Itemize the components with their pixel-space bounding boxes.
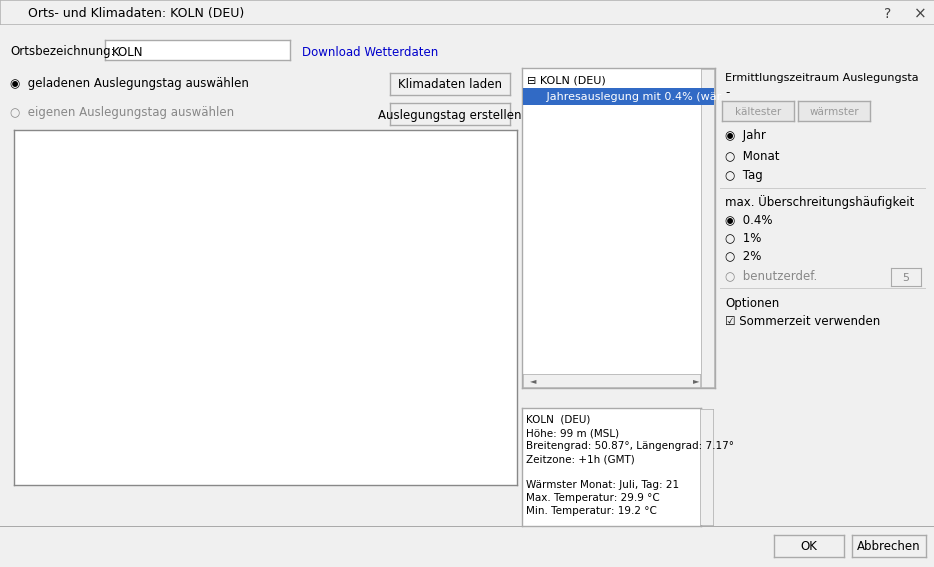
Y-axis label: Temperatur in °C: Temperatur in °C (27, 226, 40, 327)
Text: Ermittlungszeitraum Auslegungsta: Ermittlungszeitraum Auslegungsta (725, 73, 919, 83)
Text: ◉  geladenen Auslegungstag auswählen: ◉ geladenen Auslegungstag auswählen (10, 77, 248, 90)
Text: 5: 5 (902, 273, 910, 283)
Bar (474, 199, 480, 410)
Text: Höhe: 99 m (MSL): Höhe: 99 m (MSL) (526, 428, 619, 438)
Bar (456, 189, 462, 410)
Text: Ortsbezeichnung:: Ortsbezeichnung: (10, 45, 115, 58)
Text: ◄: ◄ (530, 376, 536, 386)
Text: Download Wetterdaten: Download Wetterdaten (302, 45, 438, 58)
Bar (189, 239, 195, 410)
Bar (153, 233, 160, 410)
Bar (338, 285, 345, 410)
Text: Max. Temperatur: 29.9 °C: Max. Temperatur: 29.9 °C (526, 493, 659, 503)
Text: -: - (725, 87, 729, 99)
Text: wärmster: wärmster (809, 107, 858, 117)
Text: ◉  Jahr: ◉ Jahr (725, 129, 766, 142)
Bar (438, 181, 445, 410)
Bar (248, 318, 256, 410)
Bar (320, 289, 327, 410)
Text: OK: OK (800, 540, 817, 553)
Bar (480, 312, 487, 410)
Text: ○  benutzerdef.: ○ benutzerdef. (725, 269, 817, 282)
Bar (491, 208, 498, 410)
Text: Abbrechen: Abbrechen (857, 540, 921, 553)
Bar (356, 281, 362, 410)
Text: KOLN  (DEU): KOLN (DEU) (526, 415, 590, 425)
Legend: Lufttemperaturen, Taupunkttemperaturen: Lufttemperaturen, Taupunkttemperaturen (134, 450, 436, 470)
Bar (409, 289, 416, 410)
Text: ○  eigenen Auslegungstag auswählen: ○ eigenen Auslegungstag auswählen (10, 107, 234, 120)
Bar (303, 295, 309, 410)
Bar (267, 310, 274, 410)
Bar (332, 147, 338, 410)
Bar (427, 295, 433, 410)
Bar (462, 308, 469, 410)
Bar (177, 329, 184, 410)
Bar (367, 143, 374, 410)
Bar (420, 166, 427, 410)
Bar (195, 329, 203, 410)
Text: ◉  0.4%: ◉ 0.4% (725, 214, 772, 226)
Bar (213, 328, 220, 410)
Bar (385, 147, 391, 410)
Text: Jahresauslegung mit 0.4% (wär: Jahresauslegung mit 0.4% (wär (536, 92, 721, 102)
Bar (106, 321, 113, 410)
Bar (171, 236, 177, 410)
Text: max. Überschreitungshäufigkeit: max. Überschreitungshäufigkeit (725, 195, 914, 209)
Bar (391, 286, 398, 410)
Bar (224, 230, 231, 410)
Text: Optionen: Optionen (725, 297, 779, 310)
Bar (142, 327, 149, 410)
Bar (118, 227, 124, 410)
Text: Auslegungstag erstellen: Auslegungstag erstellen (378, 108, 522, 121)
Bar (82, 213, 89, 410)
Bar (498, 317, 505, 410)
Bar (100, 220, 106, 410)
Text: Wärmster Monat: Juli, Tag: 21: Wärmster Monat: Juli, Tag: 21 (526, 480, 679, 490)
Bar (277, 180, 285, 410)
Text: ○  2%: ○ 2% (725, 249, 761, 263)
Bar (295, 165, 303, 410)
Text: ○  1%: ○ 1% (725, 231, 761, 244)
Text: kältester: kältester (735, 107, 781, 117)
Text: Min. Temperatur: 19.2 °C: Min. Temperatur: 19.2 °C (526, 506, 657, 516)
Bar (313, 154, 320, 410)
Bar (349, 142, 356, 410)
Text: Klimadaten laden: Klimadaten laden (398, 78, 502, 91)
Bar (403, 155, 409, 410)
Text: ⊟ KOLN (DEU): ⊟ KOLN (DEU) (527, 76, 606, 86)
Bar (231, 325, 238, 410)
Bar (135, 231, 142, 410)
Bar (242, 213, 248, 410)
Text: KOLN: KOLN (112, 45, 144, 58)
Text: Breitengrad: 50.87°, Längengrad: 7.17°: Breitengrad: 50.87°, Längengrad: 7.17° (526, 441, 734, 451)
Text: ○  Tag: ○ Tag (725, 170, 763, 183)
Text: ○  Monat: ○ Monat (725, 150, 780, 163)
Bar (445, 304, 451, 410)
Bar (206, 236, 213, 410)
Bar (374, 282, 380, 410)
Bar (124, 325, 131, 410)
Text: ?: ? (884, 7, 891, 21)
Text: Orts- und Klimadaten: KOLN (DEU): Orts- und Klimadaten: KOLN (DEU) (28, 7, 245, 20)
Bar (285, 303, 291, 410)
Text: ×: × (914, 6, 927, 22)
Bar (160, 327, 166, 410)
Text: Zeitzone: +1h (GMT): Zeitzone: +1h (GMT) (526, 454, 635, 464)
X-axis label: Zeit in h: Zeit in h (260, 429, 309, 442)
Text: ►: ► (693, 376, 700, 386)
Bar (89, 320, 95, 410)
Bar (260, 194, 267, 410)
Text: ☑ Sommerzeit verwenden: ☑ Sommerzeit verwenden (725, 315, 880, 328)
